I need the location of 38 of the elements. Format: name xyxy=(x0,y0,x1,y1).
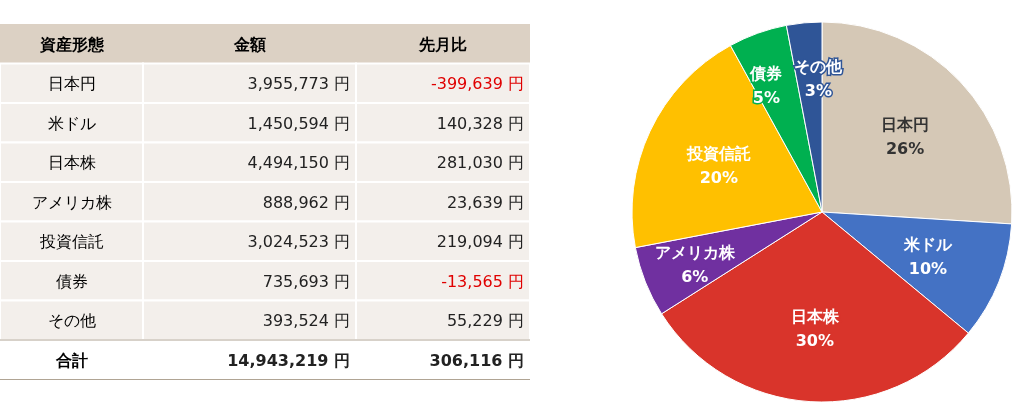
category-label: 債券 xyxy=(55,271,88,291)
data-label: 55,229 円 xyxy=(446,311,524,331)
data-label: 888,962 円 xyxy=(262,192,350,212)
data-label: 26% xyxy=(885,138,925,158)
slice-label: 投資信託 xyxy=(685,144,751,164)
category-label: 米ドル xyxy=(47,113,96,133)
slice-label: 債券 xyxy=(749,64,783,84)
data-label: 393,524 円 xyxy=(262,311,350,331)
slice-label: 日本円 xyxy=(881,114,930,134)
series-label: 先月比 xyxy=(418,34,467,54)
slice-label: 日本株 xyxy=(790,306,840,326)
data-label: 735,693 円 xyxy=(262,271,350,291)
category-label: その他 xyxy=(47,311,96,331)
data-label: -13,565 円 xyxy=(441,271,524,291)
slice-label: 米ドル xyxy=(902,234,953,254)
data-label: 20% xyxy=(699,168,738,188)
data-label: 6% xyxy=(681,267,709,287)
category-label: 合計 xyxy=(54,350,88,370)
data-label: 1,450,594 円 xyxy=(247,113,350,133)
category-label: 日本円 xyxy=(47,74,96,94)
slice-label: アメリカ株 xyxy=(654,243,736,263)
data-label: -399,639 円 xyxy=(430,74,524,94)
data-label: 281,030 円 xyxy=(436,153,524,173)
data-label: 4,494,150 円 xyxy=(247,153,350,173)
text: 資産形態 xyxy=(38,34,105,54)
data-label: 23,639 円 xyxy=(446,192,524,212)
category-label: 投資信託 xyxy=(38,232,104,252)
data-label: 14,943,219 円 xyxy=(227,350,350,370)
data-label: 3,024,523 円 xyxy=(247,232,350,252)
category-label: アメリカ株 xyxy=(31,192,112,212)
data-label: 10% xyxy=(908,258,948,278)
data-label: 30% xyxy=(795,330,834,350)
data-label: 219,094 円 xyxy=(436,232,524,252)
category-label: 日本株 xyxy=(47,153,96,173)
data-label: 306,116 円 xyxy=(429,350,524,370)
series-label: 金額 xyxy=(232,34,266,54)
data-label: 140,328 円 xyxy=(436,113,524,133)
data-label: 3,955,773 円 xyxy=(247,74,350,94)
